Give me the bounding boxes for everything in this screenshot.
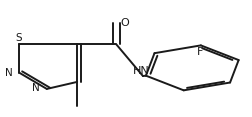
Text: S: S — [16, 33, 22, 43]
Text: F: F — [196, 47, 202, 57]
Text: O: O — [120, 18, 129, 28]
Text: HN: HN — [133, 66, 149, 76]
Text: N: N — [6, 68, 13, 78]
Text: N: N — [32, 83, 40, 93]
